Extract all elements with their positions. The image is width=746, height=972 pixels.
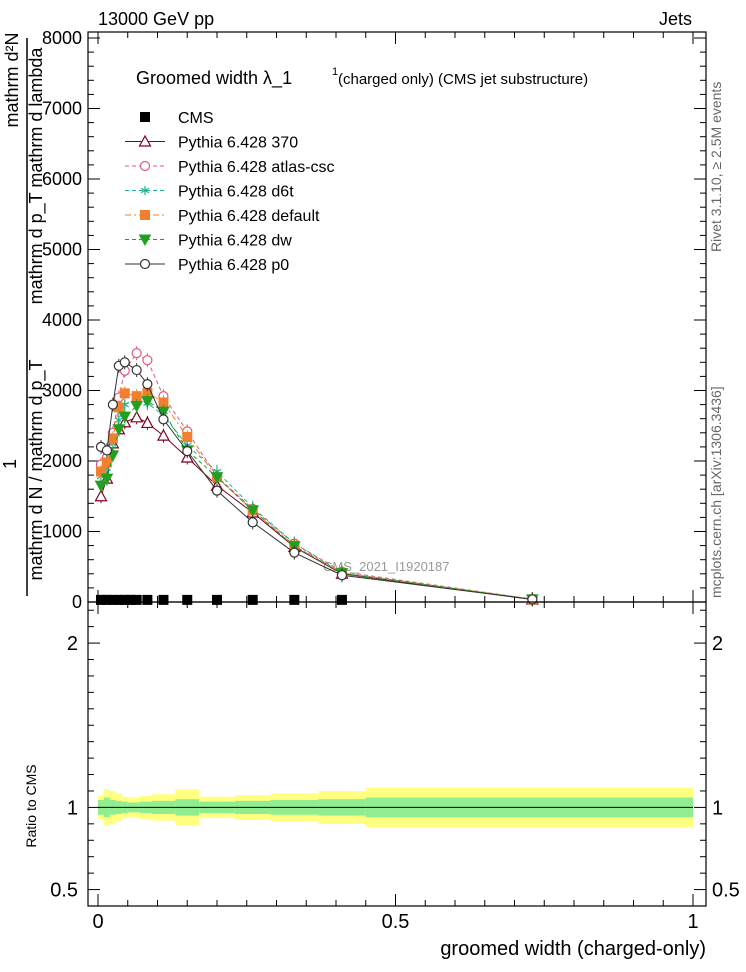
data-point (130, 410, 144, 423)
y-tick-label: 3000 (42, 381, 82, 401)
y-axis-label-line: mathrm d p_T mathrm d lambda (26, 47, 47, 305)
legend-marker (139, 160, 151, 172)
y-tick-label: 8000 (42, 28, 82, 48)
data-point (142, 379, 153, 390)
legend-marker (138, 134, 152, 147)
mcplots-label: mcplots.cern.ch [arXiv:1306.3436] (708, 386, 724, 598)
data-point (131, 348, 142, 359)
y-tick-label: 1000 (42, 522, 82, 542)
series-0 (95, 594, 347, 605)
series-line (100, 398, 533, 600)
legend-label: Pythia 6.428 default (178, 208, 320, 225)
data-point (142, 355, 153, 366)
legend-label: Pythia 6.428 dw (178, 233, 292, 250)
data-point (210, 472, 224, 484)
ratio-y-tick-label: 0.5 (50, 880, 78, 902)
ratio-y-label: Ratio to CMS (23, 764, 39, 847)
data-point (156, 428, 170, 441)
legend-label: Pythia 6.428 d6t (178, 184, 294, 201)
data-point (131, 594, 142, 605)
legend-marker (139, 258, 151, 270)
y-tick-label: 6000 (42, 169, 82, 189)
data-point (112, 424, 126, 436)
ratio-y-tick-label: 1 (67, 797, 78, 819)
y-tick-label: 4000 (42, 310, 82, 330)
series-line (100, 416, 533, 601)
data-point (141, 396, 154, 408)
data-point (94, 480, 108, 493)
ratio-panel: 0.5 0.5 1 1 2 2 0 0.5 1 (50, 601, 740, 933)
data-point (336, 570, 348, 581)
data-point (118, 411, 132, 424)
y-axis-label-line: mathrm d²N (2, 32, 22, 127)
data-point (157, 406, 170, 419)
ratio-y-tick-label-right: 1 (712, 797, 723, 819)
legend-marker (140, 210, 150, 220)
data-point (158, 414, 169, 425)
series-2 (95, 346, 538, 607)
data-point (211, 485, 223, 496)
watermark: CMS_2021_I1920187 (323, 559, 450, 574)
data-point (100, 473, 114, 486)
data-point (101, 445, 113, 456)
x-tick-label: 0 (92, 911, 103, 933)
data-point (289, 594, 300, 605)
chart-title-sup: 1 (332, 66, 338, 78)
y-axis-label-line: mathrm d N / mathrm d p_T (26, 359, 47, 580)
series-line (100, 392, 533, 600)
data-point (336, 594, 347, 605)
legend-marker (138, 234, 152, 247)
data-point (131, 364, 142, 376)
data-point (101, 457, 112, 468)
legend-label: Pythia 6.428 370 (178, 135, 298, 152)
legend-marker (140, 186, 150, 195)
legend-label: CMS (178, 110, 214, 127)
series-line (100, 361, 533, 600)
chart-title: Groomed width λ_1 (136, 68, 292, 89)
x-axis-label: groomed width (charged-only) (440, 938, 706, 960)
data-point (140, 416, 154, 429)
ratio-y-tick-label-right: 2 (712, 633, 723, 655)
data-point (289, 547, 300, 558)
data-point (182, 446, 193, 457)
data-point (142, 594, 153, 605)
series-line (100, 352, 533, 600)
ratio-y-tick-label-right: 0.5 (712, 880, 740, 902)
ratio-frame (87, 601, 707, 907)
data-point (246, 505, 260, 517)
main-panel: 010002000300040005000600070008000mathrm … (0, 28, 707, 612)
y-tick-label: 0 (72, 592, 82, 612)
ratio-y-tick-label: 2 (67, 633, 78, 655)
header-right: Jets (659, 9, 692, 29)
data-point (182, 432, 193, 443)
data-point (119, 388, 130, 399)
header-left: 13000 GeV pp (98, 9, 214, 29)
data-point (107, 433, 118, 444)
data-point (247, 517, 258, 528)
data-point (247, 594, 258, 605)
legend-label: Pythia 6.428 atlas-csc (178, 159, 335, 176)
data-point (95, 466, 106, 477)
rivet-label: Rivet 3.1.10, ≥ 2.5M events (708, 82, 724, 252)
series-1 (94, 410, 539, 607)
data-point (107, 399, 118, 410)
y-tick-label: 7000 (42, 99, 82, 119)
x-tick-label: 0.5 (382, 911, 410, 933)
series-5 (94, 394, 539, 607)
legend-marker (140, 112, 150, 122)
y-tick-label: 2000 (42, 451, 82, 471)
data-point (158, 594, 169, 605)
legend: CMS Pythia 6.428 370 Pythia 6.428 atlas-cs… (125, 110, 335, 274)
series-line (100, 400, 533, 600)
x-tick-label: 1 (687, 911, 698, 933)
data-point (94, 489, 108, 502)
chart-title-rest: (charged only) (CMS jet substructure) (338, 71, 588, 88)
data-point (119, 357, 130, 368)
data-point (130, 401, 144, 413)
y-tick-label: 5000 (42, 240, 82, 260)
y-axis-label-line: 1 (0, 459, 20, 469)
legend-label: Pythia 6.428 p0 (178, 257, 289, 274)
